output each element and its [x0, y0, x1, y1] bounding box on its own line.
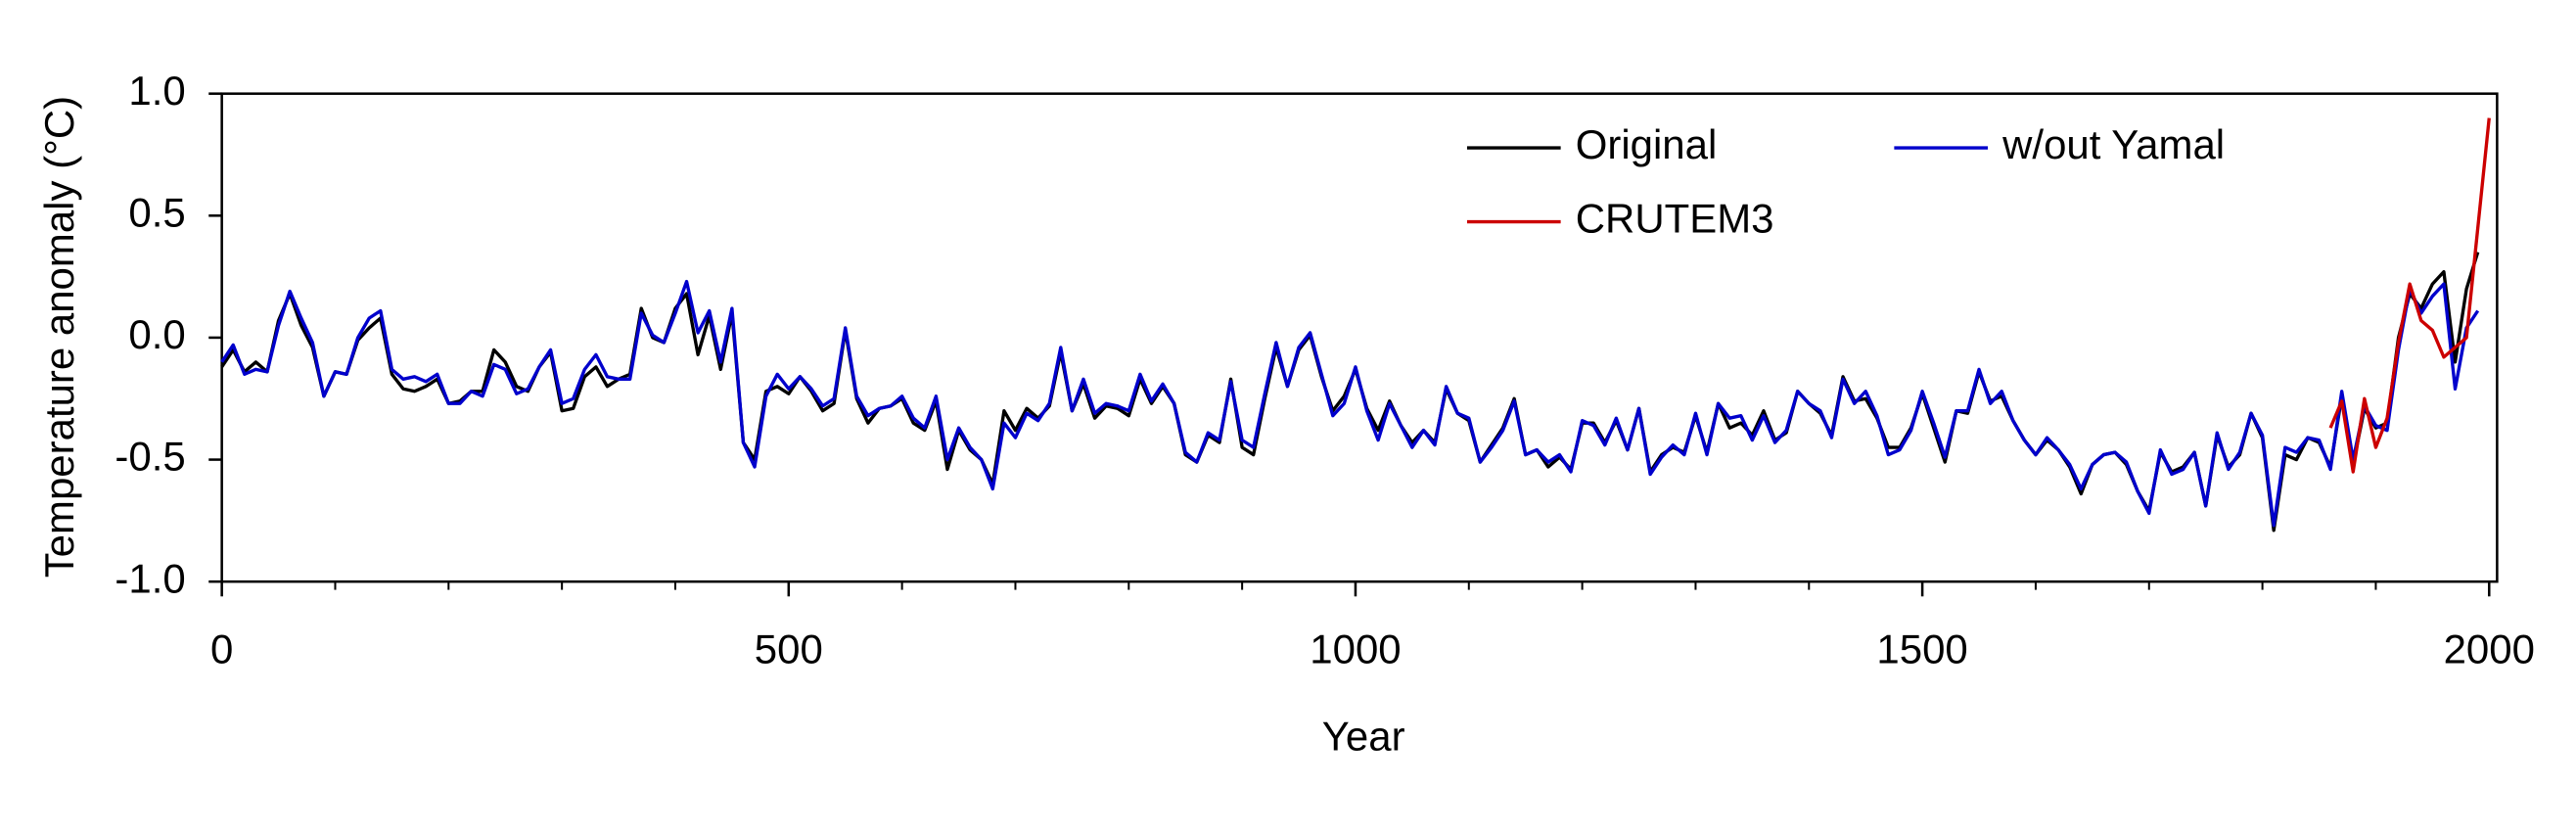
- y-tick-label: -1.0: [115, 555, 185, 601]
- legend-label: w/out Yamal: [2001, 121, 2225, 167]
- y-tick-label: 0.5: [128, 189, 185, 235]
- y-axis-label: Temperature anomaly (°C): [36, 96, 82, 578]
- y-tick-label: 0.0: [128, 311, 185, 357]
- y-tick-label: 1.0: [128, 68, 185, 114]
- x-tick-label: 1000: [1310, 625, 1401, 671]
- legend-label: Original: [1576, 121, 1718, 167]
- x-tick-label: 1500: [1876, 625, 1967, 671]
- series-line: [220, 279, 2480, 528]
- legend-label: CRUTEM3: [1576, 196, 1774, 242]
- x-axis-label: Year: [1322, 713, 1405, 759]
- x-tick-label: 500: [755, 625, 823, 671]
- y-tick-label: -0.5: [115, 434, 185, 480]
- x-tick-label: 0: [210, 625, 233, 671]
- series-line: [2328, 117, 2491, 474]
- x-tick-label: 2000: [2444, 625, 2535, 671]
